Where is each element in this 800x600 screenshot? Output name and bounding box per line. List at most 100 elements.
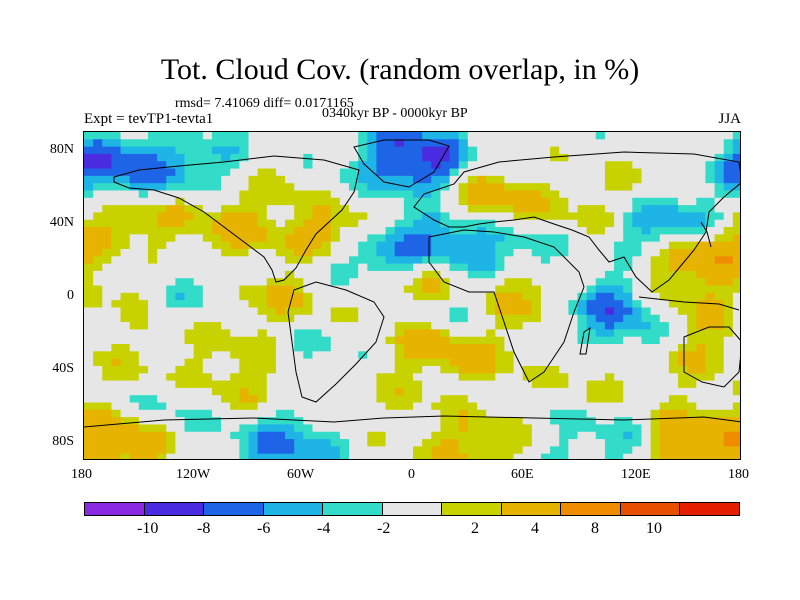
heatmap-cell [147, 329, 158, 338]
heatmap-cell [614, 190, 624, 199]
heatmap-cell [403, 270, 414, 279]
heatmap-cell [275, 387, 286, 396]
heatmap-cell [120, 351, 131, 360]
heatmap-cell [221, 227, 231, 235]
heatmap-cell [413, 219, 423, 228]
heatmap-cell [732, 197, 740, 206]
heatmap-cell [385, 439, 396, 447]
heatmap-cell [385, 212, 396, 221]
heatmap-cell [303, 344, 314, 352]
heatmap-cell [157, 227, 167, 235]
heatmap-cell [623, 336, 633, 345]
heatmap-cell [476, 336, 487, 345]
heatmap-cell [568, 453, 579, 459]
heatmap-cell [550, 417, 560, 426]
heatmap-cell [321, 314, 332, 323]
heatmap-cell [175, 175, 186, 184]
heatmap-cell [266, 387, 277, 396]
heatmap-cell [166, 139, 176, 148]
heatmap-cell [604, 285, 615, 294]
heatmap-cell [550, 402, 560, 411]
heatmap-cell [604, 146, 615, 155]
heatmap-cell [111, 365, 122, 374]
heatmap-cell [668, 263, 679, 272]
heatmap-cell [714, 270, 725, 279]
heatmap-cell [586, 387, 597, 396]
heatmap-cell [550, 263, 560, 272]
heatmap-cell [678, 395, 688, 404]
heatmap-cell [138, 329, 149, 338]
heatmap-cell [257, 234, 268, 243]
heatmap-cell [623, 197, 633, 206]
heatmap-cell [166, 285, 176, 294]
heatmap-cell [614, 256, 624, 265]
heatmap-cell [84, 153, 94, 162]
heatmap-cell [358, 139, 368, 148]
heatmap-cell [147, 307, 158, 316]
heatmap-cell [193, 307, 204, 316]
heatmap-cell [440, 409, 451, 418]
heatmap-cell [385, 329, 396, 338]
heatmap-cell [632, 278, 643, 287]
heatmap-cell [147, 219, 158, 228]
heatmap-cell [577, 373, 588, 382]
heatmap-cell [111, 139, 122, 148]
heatmap-cell [723, 219, 734, 228]
heatmap-cell [166, 278, 176, 287]
heatmap-cell [403, 314, 414, 323]
heatmap-cell [367, 453, 378, 459]
heatmap-cell [641, 278, 652, 287]
heatmap-cell [586, 446, 597, 455]
heatmap-cell [230, 373, 240, 382]
heatmap-cell [330, 146, 341, 155]
heatmap-cell [294, 285, 304, 294]
heatmap-cell [595, 314, 606, 323]
heatmap-cell [257, 387, 268, 396]
heatmap-cell [559, 395, 569, 404]
heatmap-cell [221, 453, 231, 459]
heatmap-cell [568, 270, 579, 279]
heatmap-cell [358, 256, 368, 265]
heatmap-cell [202, 446, 213, 455]
heatmap-cell [540, 439, 551, 447]
heatmap-cell [641, 263, 652, 272]
heatmap-cell [266, 336, 277, 345]
heatmap-cell [211, 373, 222, 382]
heatmap-cell [440, 453, 451, 459]
heatmap-cell [239, 344, 250, 352]
heatmap-cell [257, 351, 268, 360]
heatmap-cell [184, 314, 195, 323]
heatmap-cell [568, 139, 579, 148]
heatmap-cell [239, 168, 250, 177]
heatmap-cell [339, 314, 350, 323]
heatmap-cell [285, 292, 295, 301]
heatmap-cell [504, 409, 515, 418]
heatmap-cell [668, 132, 679, 140]
heatmap-cell [705, 358, 716, 367]
heatmap-cell [129, 329, 140, 338]
heatmap-cell [678, 153, 688, 162]
heatmap-cell [84, 256, 94, 265]
heatmap-cell [531, 168, 542, 177]
heatmap-cell [175, 183, 186, 192]
heatmap-cell [559, 300, 569, 309]
heatmap-cell [659, 161, 670, 170]
heatmap-cell [732, 248, 740, 257]
heatmap-cell [586, 270, 597, 279]
heatmap-cell [531, 402, 542, 411]
heatmap-cell [358, 424, 368, 433]
heatmap-cell [266, 402, 277, 411]
heatmap-cell [559, 219, 569, 228]
heatmap-cell [595, 292, 606, 301]
heatmap-cell [577, 344, 588, 352]
heatmap-cell [303, 329, 314, 338]
heatmap-cell [193, 424, 204, 433]
heatmap-cell [668, 446, 679, 455]
heatmap-cell [595, 190, 606, 199]
heatmap-cell [102, 161, 113, 170]
heatmap-cell [102, 424, 113, 433]
heatmap-cell [339, 205, 350, 214]
heatmap-cell [467, 387, 478, 396]
heatmap-cell [714, 205, 725, 214]
heatmap-cell [321, 278, 332, 287]
